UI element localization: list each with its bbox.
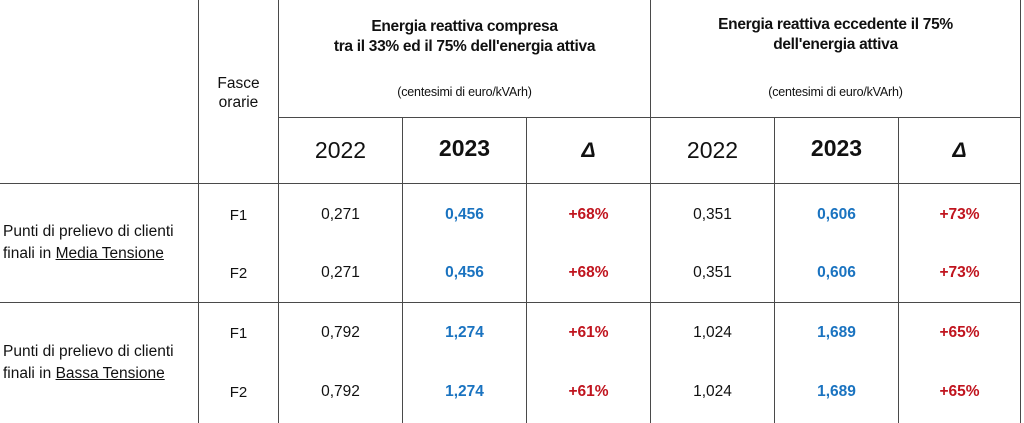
band-cell: F1 xyxy=(229,324,248,342)
value-g1-2022: 0,792 xyxy=(321,324,360,341)
value-g1-delta: +61% xyxy=(568,324,609,341)
col-header-g1-delta: Δ xyxy=(581,138,596,162)
grid-vline xyxy=(402,118,403,423)
group1-title-line1: Energia reattiva compresa xyxy=(371,17,558,35)
value-g2-2023: 0,606 xyxy=(817,264,856,281)
group2-header: Energia reattiva eccedente il 75% dell'e… xyxy=(651,12,1020,57)
group2-title-line2: dell'energia attiva xyxy=(773,35,898,53)
value-g1-2022: 0,792 xyxy=(321,383,360,400)
grid-hline xyxy=(0,302,1020,303)
value-g1-delta: +61% xyxy=(568,383,609,400)
fasce-line1: Fasce xyxy=(217,75,260,92)
value-g2-2023: 1,689 xyxy=(817,383,856,400)
value-g1-2023: 1,274 xyxy=(445,324,484,341)
value-g1-2023: 0,456 xyxy=(445,206,484,223)
col-header-g2-delta: Δ xyxy=(952,138,967,162)
grid-vline xyxy=(774,118,775,423)
value-g2-2022: 0,351 xyxy=(693,206,732,223)
value-g2-delta: +73% xyxy=(939,206,980,223)
group2-title-line1: Energia reattiva eccedente il 75% xyxy=(718,15,953,33)
grid-vline xyxy=(526,118,527,423)
value-g1-2023: 1,274 xyxy=(445,383,484,400)
fasce-line2: orarie xyxy=(218,94,259,111)
grid-vline xyxy=(898,118,899,423)
value-g2-2023: 1,689 xyxy=(817,324,856,341)
col-header-g1-2022: 2022 xyxy=(314,137,367,163)
section-label-line1: Punti di prelievo di clienti xyxy=(3,223,174,240)
section-label-media-tensione: Punti di prelievo di clienti finali in M… xyxy=(3,221,174,265)
group2-unit: (centesimi di euro/kVArh) xyxy=(768,85,903,99)
value-g2-2023: 0,606 xyxy=(817,206,856,223)
section-label-bassa-tensione: Punti di prelievo di clienti finali in B… xyxy=(3,341,174,385)
grid-vline xyxy=(198,0,199,423)
value-g2-2022: 1,024 xyxy=(693,383,732,400)
value-g2-delta: +65% xyxy=(939,383,980,400)
grid-hline xyxy=(278,117,1020,118)
fasce-orarie-header: Fasce orarie xyxy=(199,60,278,126)
section-label-line1: Punti di prelievo di clienti xyxy=(3,343,174,360)
section-label-underlined: Bassa Tensione xyxy=(55,365,165,382)
band-cell: F2 xyxy=(229,383,248,401)
value-g1-delta: +68% xyxy=(568,206,609,223)
value-g2-2022: 1,024 xyxy=(693,324,732,341)
value-g1-2022: 0,271 xyxy=(321,206,360,223)
grid-vline xyxy=(278,0,279,423)
group1-header: Energia reattiva compresa tra il 33% ed … xyxy=(279,14,650,59)
value-g2-delta: +73% xyxy=(939,264,980,281)
col-header-g2-2023: 2023 xyxy=(810,134,863,161)
col-header-g1-2023: 2023 xyxy=(438,134,491,161)
col-header-g2-2022: 2022 xyxy=(686,137,739,163)
value-g2-delta: +65% xyxy=(939,324,980,341)
band-cell: F1 xyxy=(229,206,248,224)
value-g2-2022: 0,351 xyxy=(693,264,732,281)
section-label-line2: finali in Media Tensione xyxy=(3,245,164,262)
value-g1-2022: 0,271 xyxy=(321,264,360,281)
value-g1-2023: 0,456 xyxy=(445,264,484,281)
grid-hline xyxy=(0,183,1020,184)
section-label-underlined: Media Tensione xyxy=(55,245,164,262)
group1-title-line2: tra il 33% ed il 75% dell'energia attiva xyxy=(333,37,596,55)
value-g1-delta: +68% xyxy=(568,264,609,281)
band-cell: F2 xyxy=(229,264,248,282)
section-label-line2: finali in Bassa Tensione xyxy=(3,365,165,382)
grid-vline xyxy=(650,0,651,423)
grid-vline xyxy=(1020,0,1021,423)
group1-unit: (centesimi di euro/kVArh) xyxy=(397,85,532,99)
